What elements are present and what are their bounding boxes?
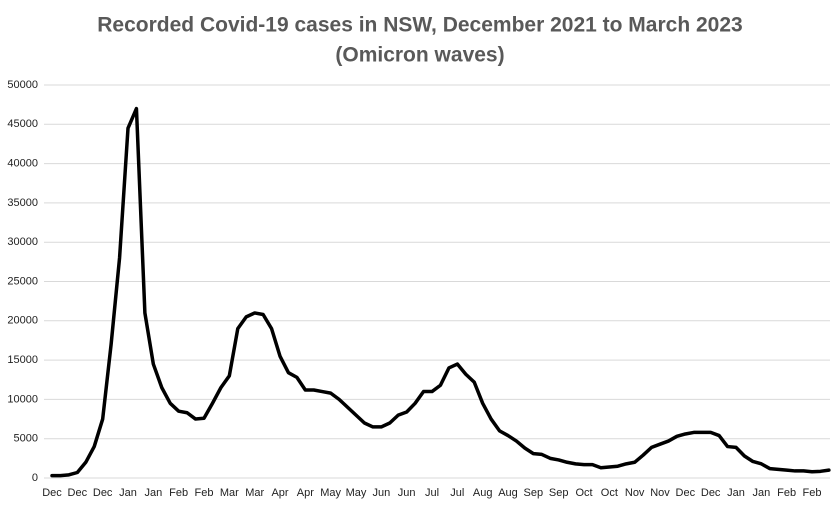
x-tick-label: Oct bbox=[601, 487, 618, 499]
x-tick-label: Sep bbox=[524, 487, 544, 499]
x-tick-label: Dec bbox=[676, 487, 696, 499]
x-tick-label: Jan bbox=[144, 487, 162, 499]
x-tick-label: Jan bbox=[752, 487, 770, 499]
x-tick-label: Jul bbox=[450, 487, 464, 499]
x-tick-label: Jun bbox=[372, 487, 390, 499]
x-tick-label: Aug bbox=[498, 487, 518, 499]
x-tick-label: Dec bbox=[42, 487, 62, 499]
y-tick-label: 10000 bbox=[7, 393, 38, 405]
x-tick-label: Nov bbox=[625, 487, 645, 499]
x-tick-label: Oct bbox=[575, 487, 592, 499]
y-tick-label: 15000 bbox=[7, 354, 38, 366]
y-tick-label: 0 bbox=[32, 472, 38, 484]
x-tick-label: Dec bbox=[93, 487, 113, 499]
x-tick-label: Dec bbox=[701, 487, 721, 499]
x-tick-label: Jan bbox=[119, 487, 137, 499]
y-tick-label: 45000 bbox=[7, 118, 38, 130]
x-tick-label: Apr bbox=[271, 487, 288, 499]
y-tick-label: 35000 bbox=[7, 197, 38, 209]
chart-title: Recorded Covid-19 cases in NSW, December… bbox=[97, 14, 742, 37]
y-tick-label: 40000 bbox=[7, 158, 38, 170]
x-tick-label: Jul bbox=[425, 487, 439, 499]
x-tick-label: Feb bbox=[195, 487, 214, 499]
x-tick-label: Dec bbox=[68, 487, 88, 499]
x-tick-label: Aug bbox=[473, 487, 493, 499]
x-tick-label: Mar bbox=[245, 487, 264, 499]
y-tick-label: 25000 bbox=[7, 275, 38, 287]
y-tick-label: 5000 bbox=[14, 433, 38, 445]
y-tick-label: 20000 bbox=[7, 315, 38, 327]
x-tick-label: May bbox=[346, 487, 367, 499]
x-tick-label: Feb bbox=[169, 487, 188, 499]
x-tick-label: Apr bbox=[297, 487, 314, 499]
x-tick-label: Sep bbox=[549, 487, 569, 499]
y-tick-label: 30000 bbox=[7, 236, 38, 248]
x-tick-label: Feb bbox=[803, 487, 822, 499]
chart-subtitle: (Omicron waves) bbox=[335, 44, 504, 67]
y-tick-label: 50000 bbox=[7, 79, 38, 91]
x-tick-label: Feb bbox=[777, 487, 796, 499]
x-tick-label: Jun bbox=[398, 487, 416, 499]
x-tick-label: Mar bbox=[220, 487, 239, 499]
x-tick-label: Jan bbox=[727, 487, 745, 499]
x-tick-label: May bbox=[320, 487, 341, 499]
data-line bbox=[50, 106, 831, 478]
x-tick-label: Nov bbox=[650, 487, 670, 499]
